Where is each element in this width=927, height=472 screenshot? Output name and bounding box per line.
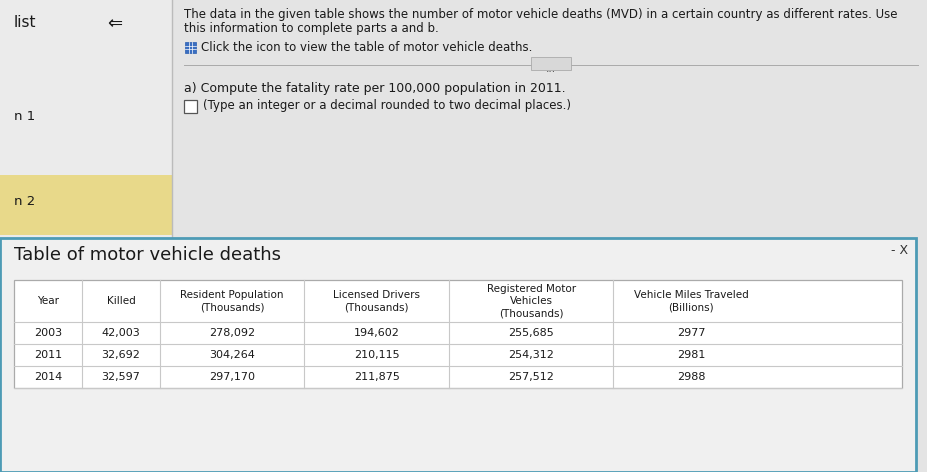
Text: 32,597: 32,597 [101,372,140,382]
Text: Year: Year [37,296,59,306]
Text: ...: ... [545,64,555,74]
Text: Vehicle Miles Traveled
(Billions): Vehicle Miles Traveled (Billions) [633,290,748,312]
Text: 2003: 2003 [34,328,62,338]
Text: 211,875: 211,875 [353,372,400,382]
Text: 304,264: 304,264 [209,350,255,360]
Text: 2981: 2981 [676,350,705,360]
Text: Table of motor vehicle deaths: Table of motor vehicle deaths [14,246,281,264]
Text: 255,685: 255,685 [508,328,553,338]
Text: 297,170: 297,170 [209,372,255,382]
Text: Killed: Killed [107,296,135,306]
Text: 42,003: 42,003 [102,328,140,338]
Text: - X: - X [890,244,907,257]
Text: 254,312: 254,312 [508,350,553,360]
Text: 210,115: 210,115 [353,350,400,360]
Text: n 3: n 3 [14,290,35,303]
Text: ⇐: ⇐ [107,15,121,33]
Text: n 2: n 2 [14,195,35,208]
Bar [0,0,171,472]
Text: list: list [14,15,36,30]
Text: 278,092: 278,092 [209,328,255,338]
Bar [0,175,171,235]
Text: Licensed Drivers
(Thousands): Licensed Drivers (Thousands) [333,290,420,312]
Text: n 1: n 1 [14,110,35,123]
Text: 2011: 2011 [34,350,62,360]
Text: this information to complete parts a and b.: this information to complete parts a and… [184,22,438,35]
Text: 2988: 2988 [676,372,705,382]
Text: 2977: 2977 [676,328,705,338]
Text: 194,602: 194,602 [353,328,400,338]
Text: Resident Population
(Thousands): Resident Population (Thousands) [180,290,284,312]
Text: Click the icon to view the table of motor vehicle deaths.: Click the icon to view the table of moto… [201,41,532,54]
Text: 257,512: 257,512 [508,372,553,382]
Text: (Type an integer or a decimal rounded to two decimal places.): (Type an integer or a decimal rounded to… [203,99,570,112]
Text: a) Compute the fatality rate per 100,000 population in 2011.: a) Compute the fatality rate per 100,000… [184,82,565,95]
Text: 32,692: 32,692 [101,350,140,360]
Text: The data in the given table shows the number of motor vehicle deaths (MVD) in a : The data in the given table shows the nu… [184,8,896,21]
Bar [14,280,901,388]
Bar [184,100,197,113]
Bar [530,57,570,70]
Text: 2014: 2014 [34,372,62,382]
Text: Registered Motor
Vehicles
(Thousands): Registered Motor Vehicles (Thousands) [486,284,575,319]
Bar [184,42,196,53]
Bar [0,238,915,472]
